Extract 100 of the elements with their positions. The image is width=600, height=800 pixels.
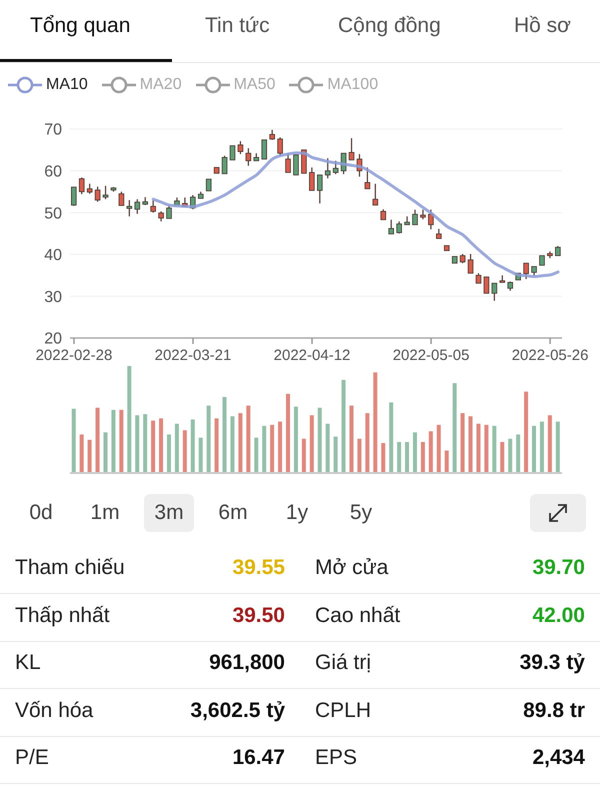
text: 16.47 [232,746,285,770]
text: KL [15,651,41,675]
candlestick [388,219,394,235]
bar [405,442,410,473]
candlestick [230,145,236,160]
text: 2,434 [532,746,585,770]
text: Hồ sơ [514,14,571,38]
candlestick [372,183,378,206]
candlestick [364,166,370,190]
candlestick [261,139,268,160]
bar [532,426,536,473]
candlestick [222,155,228,174]
bar [436,424,441,473]
bar [159,418,164,473]
candlestick [269,129,275,140]
candlestick [507,280,514,292]
bar [373,372,378,473]
text: Tham chiếu [15,556,125,580]
candlestick [412,209,418,226]
text: 1y [284,500,310,526]
candlestick [436,228,442,240]
candlestick [166,204,172,220]
legend-label: MA50 [234,76,276,94]
text: 3,602.5 tỷ [190,698,285,722]
candlestick [78,176,85,195]
y-tick-label: 50 [44,205,62,222]
candlestick [150,200,156,214]
line-series [152,151,560,278]
bar [222,397,227,473]
bar [334,436,338,473]
bar [96,408,100,473]
bar [88,440,92,473]
candlestick [206,178,212,192]
text: Mở cửa [315,556,388,580]
bar [500,442,504,473]
candlestick [277,136,283,156]
text: Cao nhất [315,604,400,628]
bar [412,432,417,473]
candlestick [246,148,252,166]
bar [548,415,552,473]
bar [214,418,219,473]
bar [389,402,394,473]
bar [127,366,132,473]
bar [119,410,124,473]
text: P/E [15,746,49,770]
candlestick [484,276,490,294]
text: Tổng quan [30,14,130,38]
candlestick [293,154,299,176]
bar [508,438,512,473]
legend-label: MA10 [46,76,88,94]
bar [151,420,156,473]
candlestick [332,160,338,175]
bar [484,424,488,473]
y-tick-label: 30 [44,288,62,306]
bar [365,413,370,473]
candlestick [476,272,482,284]
candlestick [118,191,124,206]
bar [143,414,148,473]
candlestick [348,138,354,161]
bar [349,406,354,473]
legend-label: MA20 [140,76,182,94]
candlestick [531,266,537,276]
x-tick-label: 2022-02-28 [36,347,112,364]
x-tick-label: 2022-05-05 [392,347,470,364]
bar [166,434,171,473]
text: Cộng đồng [338,14,441,38]
bar [190,420,195,473]
bar [80,434,84,473]
text: EPS [315,746,358,770]
x-tick-label: 2022-03-21 [154,347,232,364]
candlestick [420,209,426,220]
bar [342,380,346,473]
y-tick-label: 70 [44,122,62,139]
y-tick-label: 60 [44,163,62,180]
text: 5y [348,500,374,526]
text: Tin tức [205,14,270,38]
bar [357,438,362,473]
candlestick [158,210,164,222]
bar [460,413,465,473]
bar [198,438,203,473]
bar [103,432,108,473]
candlestick [523,262,529,280]
bar [492,426,496,473]
bar [294,406,298,473]
candlestick [539,255,545,266]
candlestick [285,152,291,174]
bar [111,410,116,473]
bar [270,424,274,473]
bar [310,415,314,473]
bar [468,416,473,473]
text: CPLH [315,698,372,722]
text: 39.55 [232,556,285,580]
candlestick [102,185,108,200]
bar [524,392,528,473]
text: 39.50 [232,604,285,628]
bar [444,450,449,473]
bar [230,416,234,473]
candlestick [324,158,331,179]
bar [381,443,386,473]
text: 42.00 [532,604,585,628]
